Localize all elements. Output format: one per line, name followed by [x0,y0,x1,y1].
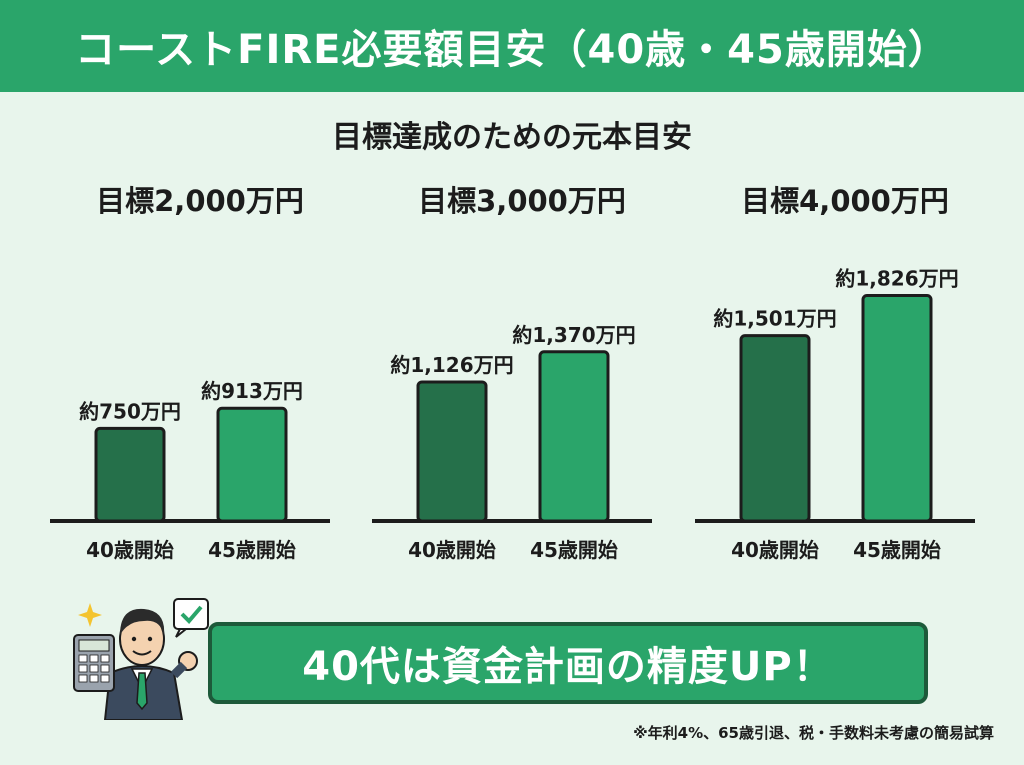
bar-chart: 約1,126万円 40歳開始 約1,370万円 45歳開始 [372,323,652,562]
data-label: 約1,826万円 [835,266,958,290]
chart-panel-3000: 目標3,000万円 約1,126万円 40歳開始 約1,370万円 45歳開始 [372,178,672,578]
businessman-illustration [73,598,209,720]
bar [538,350,610,523]
checkmark-bubble-icon [173,598,209,638]
bar [739,334,811,523]
category-label: 40歳開始 [731,538,819,562]
category-label: 45歳開始 [530,538,618,562]
chart-panel-2000: 目標2,000万円 約750万円 40歳開始 約913万円 45歳開始 [50,178,350,578]
banner-text: 40代は資金計画の精度UP！ [302,644,834,690]
message-banner: 40代は資金計画の精度UP！ [208,622,928,704]
chart-panel-4000: 目標4,000万円 約1,501万円 40歳開始 約1,826万円 45歳開始 [695,178,995,578]
chart-title: 目標2,000万円 [96,184,304,218]
data-label: 約1,370万円 [512,323,635,347]
data-label: 約1,501万円 [713,307,836,331]
data-label: 約913万円 [201,379,303,403]
category-label: 45歳開始 [208,538,296,562]
category-label: 45歳開始 [853,538,941,562]
data-label: 約1,126万円 [390,353,513,377]
page-title: コーストFIRE必要額目安（40歳・45歳開始） [75,27,949,73]
category-label: 40歳開始 [86,538,174,562]
category-label: 40歳開始 [408,538,496,562]
chart-title: 目標4,000万円 [741,184,949,218]
bar-chart: 約1,501万円 40歳開始 約1,826万円 45歳開始 [695,266,975,562]
header-banner: コーストFIRE必要額目安（40歳・45歳開始） [0,0,1024,92]
calculator-icon [73,634,115,692]
data-label: 約750万円 [79,399,181,423]
chart-title: 目標3,000万円 [418,184,626,218]
bar [416,380,488,523]
bar [861,293,933,523]
bar [216,406,288,523]
footnote: ※年利4%、65歳引退、税・手数料未考慮の簡易試算 [633,724,994,742]
chart-subtitle: 目標達成のための元本目安 [332,120,692,155]
bar-chart: 約750万円 40歳開始 約913万円 45歳開始 [50,379,330,562]
sparkle-icon [78,603,102,627]
bar [94,426,166,523]
